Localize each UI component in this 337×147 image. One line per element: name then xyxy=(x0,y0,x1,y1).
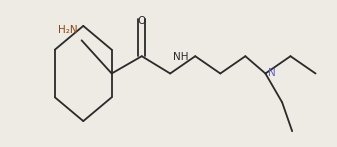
Text: H₂N: H₂N xyxy=(58,25,78,35)
Text: NH: NH xyxy=(173,52,188,62)
Text: O: O xyxy=(137,16,146,26)
Text: N: N xyxy=(268,69,276,78)
